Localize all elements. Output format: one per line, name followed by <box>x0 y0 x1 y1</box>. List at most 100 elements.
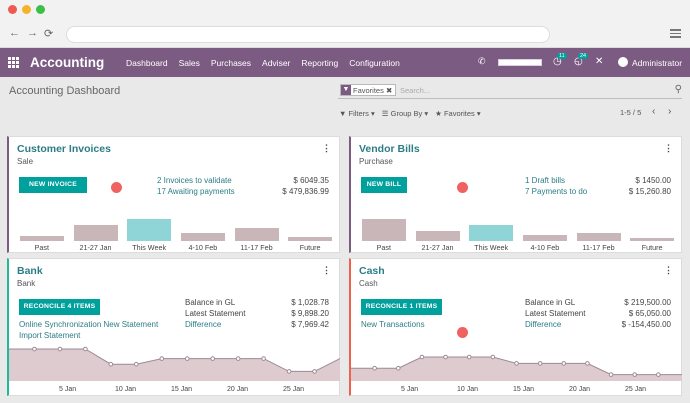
card-subtitle: Bank <box>17 279 36 288</box>
area-fill <box>351 357 682 381</box>
data-point <box>184 356 190 361</box>
card-options-icon[interactable]: ⋮ <box>322 265 331 275</box>
reload-icon[interactable]: ⟳ <box>44 28 54 40</box>
filter-icon: ▼ <box>341 85 351 95</box>
phone-icon[interactable]: ✆ <box>478 56 486 66</box>
menu-dashboard[interactable]: Dashboard <box>126 58 168 68</box>
balance-gl-amount: $ 219,500.00 <box>624 298 671 307</box>
invoices-to-validate-link[interactable]: 2 Invoices to validate <box>157 176 232 185</box>
card-title[interactable]: Bank <box>17 265 43 277</box>
new-bill-button[interactable]: NEW BILL <box>361 177 407 193</box>
data-point <box>134 361 139 367</box>
activity-icon[interactable]: ◵ <box>574 56 583 67</box>
close-window-dot[interactable] <box>8 5 17 14</box>
latest-statement-amount: $ 65,050.00 <box>628 309 671 318</box>
bar-2[interactable] <box>127 219 172 241</box>
card-title[interactable]: Vendor Bills <box>359 143 420 155</box>
bank-balance-graph[interactable]: 5 Jan 10 Jan 15 Jan 20 Jan 25 Jan <box>9 345 340 395</box>
maximize-window-dot[interactable] <box>36 5 45 14</box>
awaiting-payments-link[interactable]: 17 Awaiting payments <box>157 187 235 196</box>
menu-purchases[interactable]: Purchases <box>210 58 252 68</box>
bar-1[interactable] <box>415 230 460 241</box>
balance-gl-label: Balance in GL <box>185 298 236 307</box>
invoices-to-validate-amount: $ 6049.35 <box>293 176 329 185</box>
bar-5[interactable] <box>288 236 333 241</box>
card-subtitle: Purchase <box>359 157 393 166</box>
browser-menu-icon[interactable] <box>670 27 681 40</box>
apps-menu-icon[interactable] <box>8 57 19 68</box>
x-axis-label: 15 Jan <box>171 386 192 393</box>
latest-statement-label: Latest Statement <box>525 309 586 318</box>
data-point <box>561 361 567 366</box>
search-icon[interactable]: ⚲ <box>674 84 682 95</box>
data-point <box>286 369 292 374</box>
search-facet[interactable]: ▼ Favorites ✖ <box>340 84 397 96</box>
invoices-bar-chart[interactable]: Past 21-27 Jan This Week 4-10 Feb 11-17 Feb F… <box>15 217 337 252</box>
data-point <box>235 356 241 361</box>
browser-chrome: ← → ⟳ <box>0 0 690 48</box>
cash-balance-graph[interactable]: 5 Jan 10 Jan 15 Jan 20 Jan 25 Jan <box>351 345 682 395</box>
card-options-icon[interactable]: ⋮ <box>664 143 673 153</box>
difference-link[interactable]: Difference <box>525 320 562 329</box>
difference-amount: $ -154,450.00 <box>621 320 671 329</box>
data-point <box>210 356 215 361</box>
bar-label-5: Future <box>641 243 663 252</box>
bar-5[interactable] <box>630 237 675 241</box>
address-bar[interactable] <box>66 26 550 43</box>
app-title[interactable]: Accounting <box>30 55 105 70</box>
top-navbar: Accounting Dashboard Sales Purchases Adv… <box>0 48 690 77</box>
user-avatar-icon[interactable] <box>618 57 628 67</box>
chat-icon[interactable]: ◷ <box>553 56 562 67</box>
filters-dropdown[interactable]: ▼ Filters ▾ <box>339 109 375 118</box>
back-icon[interactable]: ← <box>9 27 20 39</box>
menu-reporting[interactable]: Reporting <box>301 58 339 68</box>
data-point <box>632 372 638 377</box>
reconcile-items-button[interactable]: RECONCILE 4 ITEMS <box>19 299 100 315</box>
user-name[interactable]: Administrator <box>632 58 683 68</box>
minimize-window-dot[interactable] <box>22 5 31 14</box>
bills-bar-chart[interactable]: Past 21-27 Jan This Week 4-10 Feb 11-17 Feb F… <box>357 217 679 252</box>
import-statement-link[interactable]: Import Statement <box>19 331 81 340</box>
card-title[interactable]: Cash <box>359 265 385 277</box>
search-input[interactable]: Search... <box>400 86 431 95</box>
pager-next-icon[interactable]: › <box>668 106 672 117</box>
data-point <box>372 365 377 371</box>
bar-2[interactable] <box>469 225 514 241</box>
card-title[interactable]: Customer Invoices <box>17 143 111 155</box>
groupby-dropdown[interactable]: ☰ Group By ▾ <box>381 109 429 118</box>
favorites-dropdown[interactable]: ★ Favorites ▾ <box>435 109 481 118</box>
search-options: ▼ Filters ▾ ☰ Group By ▾ ★ Favorites ▾ <box>339 109 481 118</box>
bar-0[interactable] <box>19 235 64 241</box>
draft-bills-link[interactable]: 1 Draft bills <box>525 176 566 185</box>
difference-link[interactable]: Difference <box>185 320 222 329</box>
onboarding-hotspot[interactable] <box>111 182 122 193</box>
x-axis-label: 5 Jan <box>401 386 418 393</box>
pager-value[interactable]: 1-5 / 5 <box>620 108 642 117</box>
menu-adviser[interactable]: Adviser <box>262 58 291 68</box>
card-options-icon[interactable]: ⋮ <box>322 143 331 153</box>
data-point <box>514 361 519 366</box>
menu-sales[interactable]: Sales <box>178 58 200 68</box>
pager-previous-icon[interactable]: ‹ <box>652 106 656 117</box>
reconcile-items-button[interactable]: RECONCILE 1 ITEMS <box>361 299 442 315</box>
card-options-icon[interactable]: ⋮ <box>664 265 673 275</box>
facet-remove-icon[interactable]: ✖ <box>385 86 393 95</box>
bar-4[interactable] <box>234 228 279 241</box>
bar-3[interactable] <box>180 232 225 241</box>
debug-close-icon[interactable]: ✕ <box>595 56 604 67</box>
bar-0[interactable] <box>361 219 406 241</box>
menu-configuration[interactable]: Configuration <box>349 58 400 68</box>
voip-bar[interactable] <box>498 59 542 66</box>
new-transactions-link[interactable]: New Transactions <box>361 320 425 329</box>
online-sync-link[interactable]: Online Synchronization New Statement <box>19 320 159 329</box>
bar-4[interactable] <box>576 232 621 241</box>
bar-1[interactable] <box>73 225 118 241</box>
bar-3[interactable] <box>522 234 567 241</box>
onboarding-hotspot[interactable] <box>457 182 468 193</box>
onboarding-hotspot[interactable] <box>457 327 468 338</box>
bar-label-1: 21-27 Jan <box>421 243 454 252</box>
search-bar[interactable]: ▼ Favorites ✖ Search... ⚲ <box>338 83 682 99</box>
new-invoice-button[interactable]: NEW INVOICE <box>19 177 87 193</box>
payments-to-do-link[interactable]: 7 Payments to do <box>525 187 588 196</box>
forward-icon[interactable]: → <box>27 27 38 39</box>
